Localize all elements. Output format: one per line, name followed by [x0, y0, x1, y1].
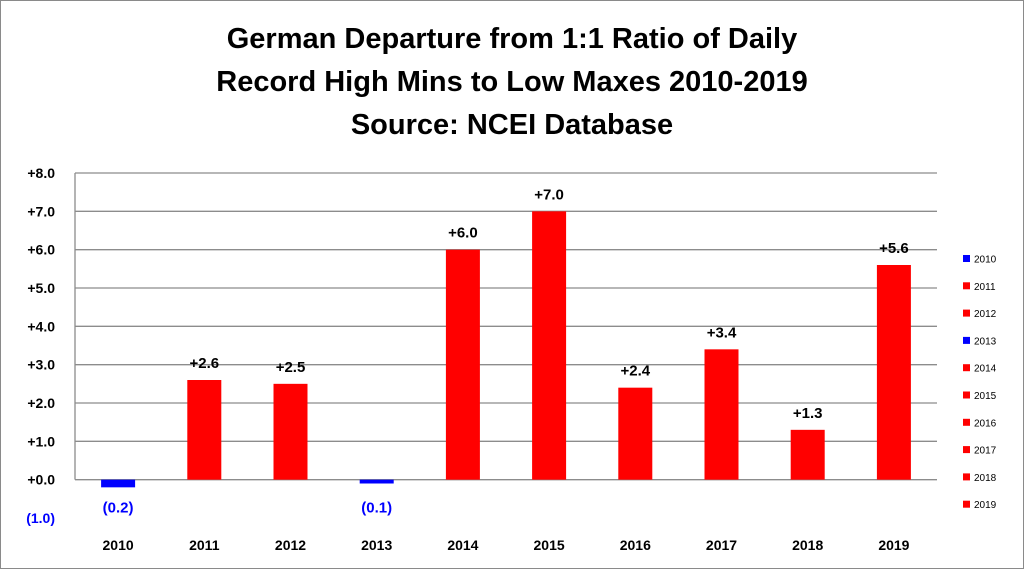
chart-title-line-3: Source: NCEI Database: [350, 109, 674, 141]
y-tick-label: +8.0: [27, 165, 55, 181]
chart-title-line-1: German Departure from 1:1 Ratio of Daily: [226, 23, 798, 55]
data-label: +1.3: [793, 405, 823, 422]
legend-label: 2019: [974, 500, 997, 511]
bar-2010: [101, 479, 136, 488]
legend-swatch: [963, 309, 970, 317]
y-tick-label: +1.0: [27, 433, 55, 449]
legend-swatch: [963, 473, 970, 481]
x-tick-label: 2015: [534, 537, 565, 553]
x-tick-label: 2019: [878, 537, 909, 553]
bar-2014: [445, 249, 480, 480]
x-tick-label: 2012: [275, 537, 306, 553]
legend-swatch: [963, 282, 970, 290]
legend-label: 2011: [974, 282, 996, 293]
legend-swatch: [963, 500, 970, 508]
legend-swatch: [963, 255, 970, 262]
data-label: (0.2): [103, 500, 134, 517]
data-label: +7.0: [534, 186, 564, 203]
data-label: +2.4: [620, 363, 650, 380]
x-tick-label: 2017: [706, 537, 737, 553]
legend-swatch: [963, 446, 970, 454]
y-tick-label: +7.0: [27, 203, 55, 219]
legend-label: 2012: [974, 309, 997, 320]
x-tick-label: 2018: [792, 537, 823, 553]
bar-2017: [704, 349, 739, 480]
bar-2018: [790, 429, 825, 480]
y-axis-tick-labels: (1.0) +0.0 +1.0 +2.0 +3.0 +4.0 +5.0 +6.0 +7.0 +8.…: [26, 165, 55, 526]
legend-label: 2013: [974, 336, 997, 347]
data-label: +2.6: [189, 355, 219, 372]
legend-label: 2014: [974, 364, 997, 375]
bar-2011: [187, 380, 222, 480]
legend: 2010 2011 2012 2013 2014 2015 2016 2017 2018 2019: [963, 255, 997, 511]
bar-2016: [618, 387, 653, 480]
x-tick-label: 2013: [361, 537, 392, 553]
y-tick-label: +6.0: [27, 242, 55, 258]
y-tick-label: +4.0: [27, 318, 55, 334]
data-label: +5.6: [879, 240, 909, 257]
x-tick-label: 2016: [620, 537, 651, 553]
data-label: +3.4: [707, 324, 737, 341]
y-tick-label: (1.0): [26, 510, 55, 526]
data-labels: (0.2) +2.6 +2.5 (0.1) +6.0 +7.0 +2.4 +3.4 +1.3 +5…: [103, 186, 909, 516]
bar-2019: [876, 265, 911, 480]
x-axis-tick-labels: 2010 2011 2012 2013 2014 2015 2016 2017 2018 2019: [103, 537, 910, 553]
legend-swatch: [963, 418, 970, 426]
legend-label: 2010: [974, 255, 997, 266]
legend-label: 2015: [974, 391, 997, 402]
bar-2012: [273, 383, 308, 480]
bars: [101, 211, 911, 488]
legend-label: 2016: [974, 418, 997, 429]
legend-label: 2018: [974, 473, 997, 484]
y-tick-label: +2.0: [27, 395, 55, 411]
y-tick-label: +3.0: [27, 357, 55, 373]
chart-title: German Departure from 1:1 Ratio of Daily…: [0, 18, 1024, 147]
legend-label: 2017: [974, 446, 997, 457]
x-tick-label: 2014: [447, 537, 478, 553]
x-tick-label: 2011: [189, 537, 220, 553]
bar-2013: [359, 479, 394, 484]
legend-swatch: [963, 364, 970, 372]
y-tick-label: +0.0: [27, 472, 55, 488]
x-tick-label: 2010: [103, 537, 134, 553]
bar-2015: [532, 211, 567, 480]
data-label: +2.5: [276, 359, 306, 376]
y-tick-label: +5.0: [27, 280, 55, 296]
data-label: (0.1): [361, 500, 392, 517]
data-label: +6.0: [448, 225, 478, 242]
legend-swatch: [963, 336, 970, 344]
chart-title-line-2: Record High Mins to Low Maxes 2010-2019: [216, 66, 808, 98]
legend-swatch: [963, 391, 970, 399]
